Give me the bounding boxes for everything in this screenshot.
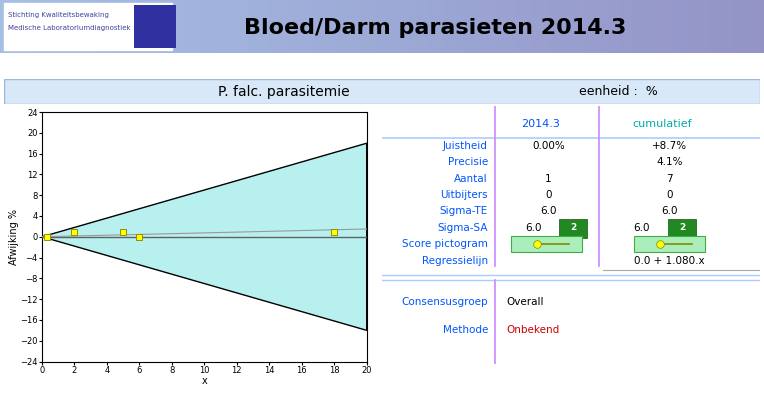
X-axis label: x: x <box>202 376 207 386</box>
Text: Aantal: Aantal <box>455 174 488 184</box>
FancyBboxPatch shape <box>4 3 172 50</box>
Text: Consensusgroep: Consensusgroep <box>401 297 488 307</box>
FancyBboxPatch shape <box>511 236 581 252</box>
Text: 6.0: 6.0 <box>540 206 557 217</box>
Y-axis label: Afwijking %: Afwijking % <box>9 209 19 265</box>
Text: +8.7%: +8.7% <box>652 141 687 151</box>
Point <box>117 228 129 235</box>
Polygon shape <box>42 143 367 331</box>
Text: 2: 2 <box>679 223 686 232</box>
Text: 0.00%: 0.00% <box>532 141 565 151</box>
Text: 6.0: 6.0 <box>661 206 678 217</box>
Text: 7: 7 <box>666 174 673 184</box>
Text: Sigma-TE: Sigma-TE <box>439 206 488 217</box>
Text: 0.0 + 1.080.x: 0.0 + 1.080.x <box>634 255 704 266</box>
Text: Methode: Methode <box>442 325 488 335</box>
Text: eenheid :  %: eenheid : % <box>578 85 657 98</box>
Text: 6.0: 6.0 <box>525 223 542 233</box>
Text: Precisie: Precisie <box>448 157 488 167</box>
Point <box>329 228 341 235</box>
Text: 2014.3: 2014.3 <box>521 119 560 129</box>
Text: 4.1%: 4.1% <box>656 157 683 167</box>
FancyBboxPatch shape <box>4 79 760 104</box>
Text: Regressielijn: Regressielijn <box>422 255 488 266</box>
Text: Juistheid: Juistheid <box>443 141 488 151</box>
Text: Bloed/Darm parasieten 2014.3: Bloed/Darm parasieten 2014.3 <box>244 18 626 38</box>
Text: 1: 1 <box>545 174 552 184</box>
Text: Sigma-SA: Sigma-SA <box>438 223 488 233</box>
FancyBboxPatch shape <box>634 236 704 252</box>
Text: cumulatief: cumulatief <box>632 119 691 129</box>
Text: 6.0: 6.0 <box>633 223 649 233</box>
Point <box>40 233 53 240</box>
FancyBboxPatch shape <box>668 219 696 238</box>
Text: 0: 0 <box>545 190 552 200</box>
Text: Uitbijters: Uitbijters <box>440 190 488 200</box>
Text: Score pictogram: Score pictogram <box>402 239 488 249</box>
Text: 2: 2 <box>570 223 576 232</box>
Text: 0: 0 <box>666 190 672 200</box>
Text: P. falc. parasitemie: P. falc. parasitemie <box>218 85 349 99</box>
Point <box>69 228 81 235</box>
FancyBboxPatch shape <box>558 219 587 238</box>
Text: Overall: Overall <box>507 297 544 307</box>
Text: Medische Laboratoriumdiagnostiek: Medische Laboratoriumdiagnostiek <box>8 26 131 31</box>
Text: Stichting Kwaliteitsbewaking: Stichting Kwaliteitsbewaking <box>8 12 108 18</box>
Text: Onbekend: Onbekend <box>507 325 560 335</box>
Point <box>134 233 146 240</box>
FancyBboxPatch shape <box>134 5 176 48</box>
